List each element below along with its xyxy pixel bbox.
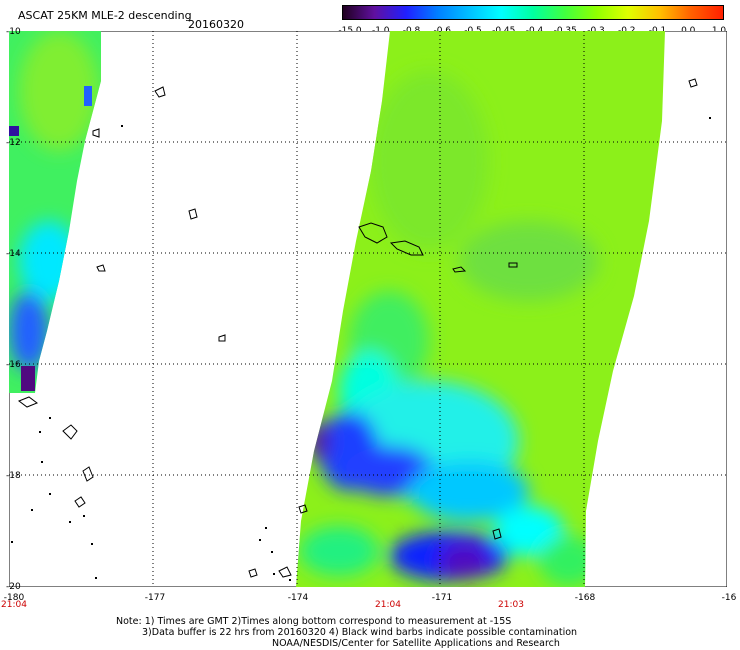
lon-label-180: -180: [3, 593, 25, 603]
product-date: 20160320: [188, 18, 244, 31]
lon-label-168: -168: [574, 593, 596, 603]
note-line-2: 3)Data buffer is 22 hrs from 20160320 4)…: [142, 627, 578, 638]
lon-label-174: -174: [287, 593, 309, 603]
lon-label-171: -171: [431, 593, 453, 603]
small-islands: [11, 117, 711, 581]
lat-label-14: -14: [6, 249, 21, 259]
lat-label-20: -20: [6, 582, 21, 592]
note-line-3: NOAA/NESDIS/Center for Satellite Applica…: [272, 638, 560, 649]
note-line-1: Note: 1) Times are GMT 2)Times along bot…: [116, 616, 512, 627]
colorbar: [342, 5, 724, 20]
time-label: 21:03: [498, 600, 524, 610]
lon-label-177: -177: [144, 593, 166, 603]
map-gridlines: [9, 31, 727, 587]
time-label: 21:04: [375, 600, 401, 610]
lat-label-16: -16: [6, 360, 21, 370]
time-label: 21:04: [1, 600, 27, 610]
lon-label-165: -16: [721, 593, 737, 603]
coastlines: [17, 78, 698, 578]
lat-label-18: -18: [6, 471, 21, 481]
lat-label-10: -10: [6, 27, 21, 37]
lat-label-12: -12: [6, 138, 21, 148]
product-title: ASCAT 25KM MLE-2 descending: [18, 9, 192, 22]
map-panel: [9, 31, 727, 587]
